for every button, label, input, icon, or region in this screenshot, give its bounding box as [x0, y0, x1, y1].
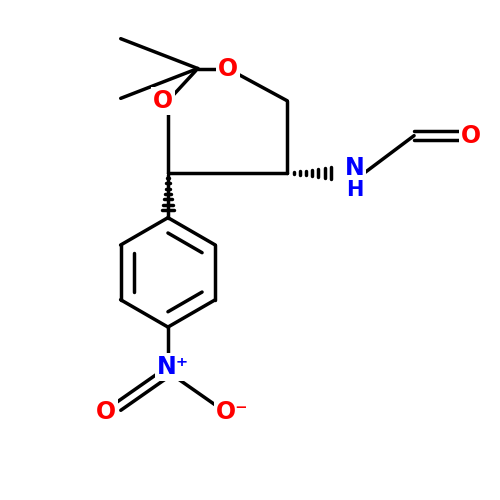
Text: O⁻: O⁻: [216, 400, 249, 423]
Text: O: O: [153, 89, 173, 113]
Text: O: O: [461, 124, 481, 148]
Text: H: H: [346, 180, 363, 201]
Text: O: O: [218, 56, 238, 80]
Text: N: N: [344, 156, 364, 180]
Text: N⁺: N⁺: [157, 355, 189, 379]
Text: O: O: [96, 400, 116, 423]
